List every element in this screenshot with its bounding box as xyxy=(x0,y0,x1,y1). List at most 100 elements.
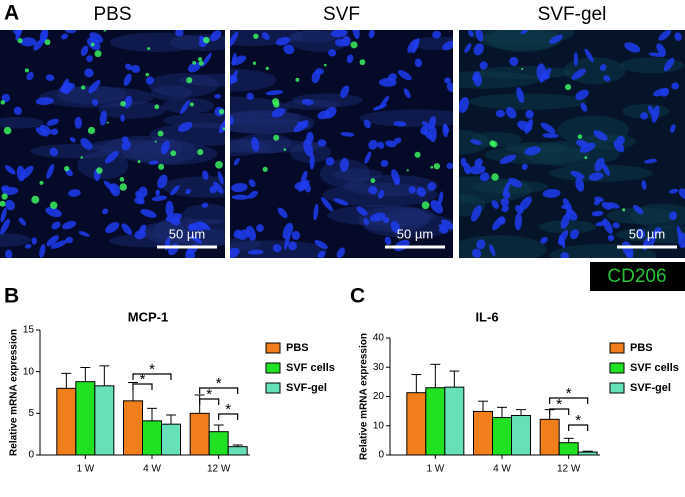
bar xyxy=(558,442,579,456)
nucleus xyxy=(121,223,133,235)
tissue-band xyxy=(161,176,225,198)
nucleus xyxy=(277,207,288,219)
nucleus xyxy=(427,182,437,191)
cd206-signal xyxy=(262,166,268,172)
nucleus xyxy=(336,247,346,258)
nucleus xyxy=(641,180,647,190)
x-tick-label: 1 W xyxy=(426,464,444,475)
nucleus xyxy=(80,137,93,150)
cd206-signal xyxy=(154,104,160,110)
nucleus xyxy=(678,188,685,200)
panel-label: A xyxy=(4,2,19,25)
nucleus xyxy=(288,241,298,251)
nucleus xyxy=(542,188,561,198)
bar xyxy=(473,410,493,456)
y-tick-label: 40 xyxy=(373,333,385,344)
tissue-band xyxy=(290,30,337,43)
legend-label: PBS xyxy=(286,342,309,354)
nucleus xyxy=(261,32,270,40)
tissue-band xyxy=(163,112,225,128)
nucleus xyxy=(571,68,586,80)
cd206-signal xyxy=(1,193,8,200)
nucleus xyxy=(317,250,326,258)
nucleus xyxy=(663,57,675,72)
nucleus xyxy=(321,197,333,212)
tissue-band xyxy=(409,36,453,51)
cd206-signal xyxy=(3,126,12,135)
nucleus xyxy=(213,181,224,194)
error-bar xyxy=(563,437,574,443)
chart-title: MCP-1 xyxy=(128,309,168,324)
nucleus xyxy=(233,158,240,166)
nucleus xyxy=(378,78,397,87)
x-tick-label: 4 W xyxy=(493,464,511,475)
nucleus xyxy=(130,64,141,73)
nucleus xyxy=(317,110,331,120)
nucleus xyxy=(475,30,484,42)
error-bar xyxy=(61,372,72,389)
cd206-signal xyxy=(119,177,125,182)
nucleus xyxy=(501,205,509,213)
cells xyxy=(0,30,225,258)
tissue-band xyxy=(237,133,293,154)
nucleus xyxy=(303,139,314,157)
nucleus xyxy=(311,70,321,84)
nucleus xyxy=(542,133,559,139)
nucleus xyxy=(246,225,256,241)
nucleus xyxy=(69,136,76,143)
cd206-signal xyxy=(577,134,583,139)
cd206-signal xyxy=(203,36,210,44)
nucleus xyxy=(334,38,347,47)
cd206-signal xyxy=(170,150,177,157)
nucleus xyxy=(170,185,180,196)
nucleus xyxy=(678,232,685,249)
nucleus xyxy=(593,130,608,141)
nucleus xyxy=(65,236,74,244)
nucleus xyxy=(49,147,59,157)
tissue-band xyxy=(538,220,597,234)
nucleus xyxy=(138,186,148,198)
nucleus xyxy=(339,157,349,172)
nucleus xyxy=(385,140,397,148)
nucleus xyxy=(602,163,610,176)
cd206-signal xyxy=(414,151,421,158)
cd206-signal xyxy=(323,63,327,67)
tissue-band xyxy=(77,150,129,180)
error-bar xyxy=(516,409,526,416)
tissue-band xyxy=(487,30,560,52)
nucleus xyxy=(491,200,499,209)
nucleus xyxy=(230,70,238,85)
nucleus xyxy=(39,243,46,258)
cd206-signal xyxy=(222,127,225,131)
nucleus xyxy=(382,216,390,224)
nucleus xyxy=(651,105,660,123)
nucleus xyxy=(125,63,132,71)
cd206-signal xyxy=(39,180,44,185)
nucleus xyxy=(503,190,511,199)
error-bar xyxy=(147,407,157,421)
nucleus xyxy=(88,80,101,94)
significance-bracket xyxy=(549,397,589,404)
bar xyxy=(94,385,115,456)
bar xyxy=(56,387,77,456)
nucleus xyxy=(325,157,335,166)
nucleus xyxy=(393,179,401,186)
y-tick-label: 0 xyxy=(28,450,34,461)
nucleus xyxy=(363,218,370,226)
nucleus xyxy=(430,200,443,214)
nucleus xyxy=(248,190,258,199)
cd206-signal xyxy=(359,59,366,66)
nucleus xyxy=(489,244,496,257)
image-title: SVF xyxy=(323,4,360,25)
cd206-signal xyxy=(157,130,164,137)
legend-swatch xyxy=(609,382,625,394)
nucleus xyxy=(444,77,451,84)
nucleus xyxy=(247,249,264,255)
nucleus xyxy=(145,76,155,85)
nucleus xyxy=(524,146,541,156)
nucleus xyxy=(121,136,129,143)
nucleus xyxy=(580,102,588,112)
cd206-signal xyxy=(145,72,149,77)
nucleus xyxy=(654,227,662,235)
cd206-signal xyxy=(430,165,434,169)
